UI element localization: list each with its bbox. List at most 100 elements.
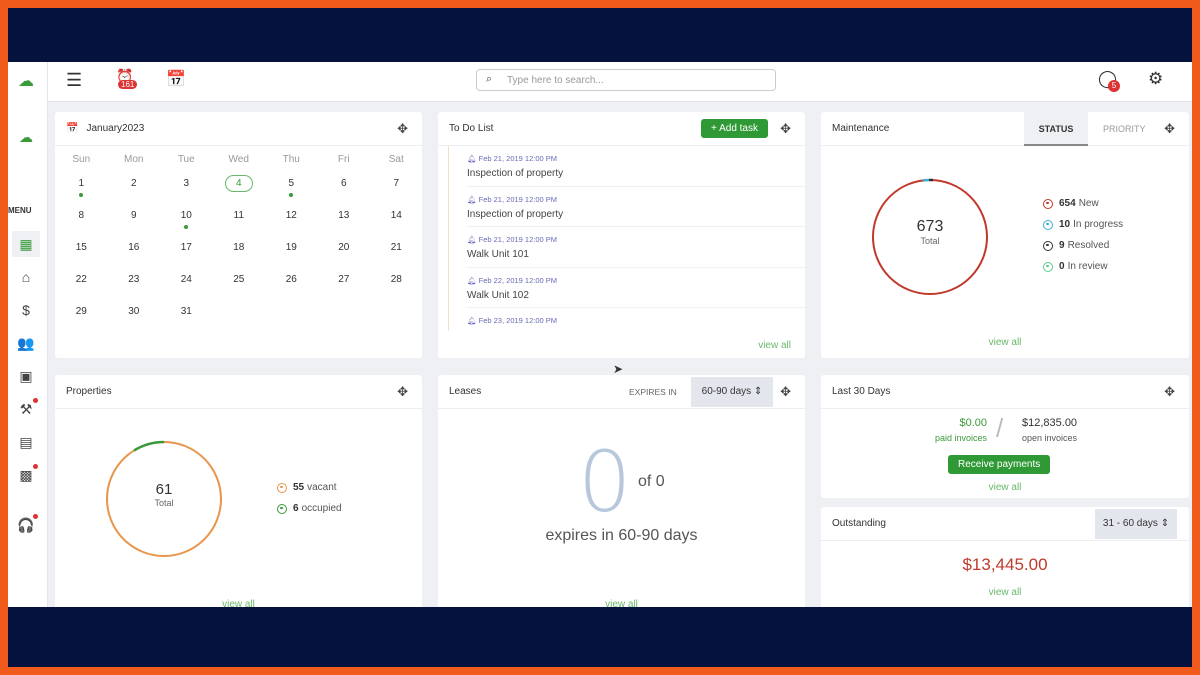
calendar-day[interactable]: 18 [233,242,245,253]
sidebar-item-home[interactable]: ⌂ [21,269,31,285]
todo-item-title: Inspection of property [467,208,564,220]
event-dot [184,225,189,229]
calendar-day[interactable]: 1 [55,176,108,208]
calendar-day[interactable]: 16 [128,242,140,253]
tab-status[interactable]: STATUS [1024,112,1088,146]
move-icon[interactable]: ✥ [780,121,791,136]
outstanding-range-select[interactable]: 31 - 60 days ⇕ [1095,509,1177,539]
sidebar-item-documents[interactable]: ▤ [19,433,33,450]
maintenance-view-all-link[interactable]: view all [988,337,1022,348]
todo-item[interactable]: 🔔︎ Feb 21, 2019 12:00 PM Inspection of pr… [467,146,805,187]
todo-item[interactable]: 🔔︎ Feb 23, 2019 12:00 PM [467,308,805,331]
calendar-day[interactable]: 12 [285,210,297,221]
calendar-small-icon: 📅 [66,123,79,134]
properties-view-all-link[interactable]: view all [222,599,255,607]
todo-view-all-link[interactable]: view all [758,340,791,351]
todo-item[interactable]: 🔔︎ Feb 21, 2019 12:00 PM Walk Unit 101 [467,227,805,268]
legend-item: 654 New [1043,198,1123,209]
calendar-icon[interactable]: 📅 [166,71,186,88]
todo-item-date: Feb 21, 2019 12:00 PM [478,154,558,163]
sidebar-item-payments[interactable]: $ [22,302,30,318]
divider-slash: / [996,413,1004,443]
search-input[interactable]: ⌕ Type here to search... [476,69,776,91]
calendar-day[interactable]: 26 [285,274,297,285]
move-icon[interactable]: ✥ [1164,121,1175,136]
calendar-day[interactable]: 29 [75,306,87,317]
last30-title: Last 30 Days [832,386,891,397]
outstanding-title: Outstanding [832,518,886,529]
calendar-day[interactable]: 31 [180,306,192,317]
chat-notification-icon[interactable]: ◯ 5 [1098,69,1120,92]
calendar-day[interactable]: 9 [130,210,137,221]
todo-card: To Do List + Add task ✥ 🔔︎ Feb 21, 2019 … [438,112,805,358]
sidebar-item-maintenance[interactable]: ⚒ [12,396,40,422]
maintenance-total: 673 [916,218,944,235]
todo-item-date: Feb 23, 2019 12:00 PM [478,316,558,325]
calendar-day[interactable]: 27 [338,274,350,285]
sidebar-item-people[interactable]: 👥 [17,334,35,351]
outstanding-view-all-link[interactable]: view all [988,587,1022,598]
todo-item[interactable]: 🔔︎ Feb 21, 2019 12:00 PM Inspection of pr… [467,187,805,227]
calendar-day[interactable]: 7 [393,178,400,189]
add-task-button[interactable]: + Add task [701,119,768,138]
last30-view-all-link[interactable]: view all [988,482,1022,493]
alarm-icon[interactable]: ⏰ 161 [116,68,138,89]
calendar-day[interactable]: 28 [390,274,402,285]
leases-range-select[interactable]: 60-90 days ⇕ [691,377,773,407]
calendar-day[interactable]: 22 [75,274,87,285]
calendar-day[interactable]: 23 [128,274,140,285]
calendar-day[interactable]: 8 [78,210,85,221]
calendar-day[interactable]: 11 [233,210,244,221]
calendar-day[interactable]: 2 [130,178,137,189]
legend-item: 9 Resolved [1043,240,1123,251]
leases-view-all-link[interactable]: view all [605,599,638,607]
calendar-day[interactable]: 21 [390,242,402,253]
tab-priority[interactable]: PRIORITY [1103,124,1146,134]
calendar-day[interactable]: 25 [233,274,245,285]
calendar-day[interactable]: 14 [390,210,402,221]
sidebar-item-leases[interactable]: ▩ [12,462,40,488]
properties-legend: 55 vacant 6 occupied [277,482,342,524]
calendar-day[interactable]: 3 [183,178,190,189]
calendar-day[interactable]: 19 [285,242,297,253]
sidebar-item-dashboard[interactable]: ▦ [12,231,40,257]
legend-label: In review [1067,261,1108,272]
legend-count: 9 [1059,240,1065,251]
bell-icon: 🔔︎ [467,316,477,325]
calendar-day[interactable]: 17 [180,242,192,253]
notification-badge: 5 [1108,80,1120,92]
move-icon[interactable]: ✥ [397,121,408,136]
legend-count: 10 [1059,219,1071,230]
move-icon[interactable]: ✥ [1164,384,1175,399]
receive-payments-button[interactable]: Receive payments [948,455,1051,474]
calendar-day[interactable]: 13 [338,210,350,221]
open-label: open invoices [1022,433,1078,443]
move-icon[interactable]: ✥ [397,384,408,399]
calendar-day[interactable]: 4 [213,175,266,208]
cloud-logo-icon[interactable]: ☁ [18,73,34,90]
calendar-day[interactable]: 30 [128,306,140,317]
gear-icon[interactable]: ⚙ [1148,69,1164,88]
calendar-day[interactable]: 5 [265,176,318,208]
legend-count: 654 [1059,198,1076,209]
sidebar: ☁ ☁ MENU ▦ ⌂ $ 👥 ▣ ⚒ ▤ ▩ 🎧 [8,62,48,607]
leases-card: Leases EXPIRES IN 60-90 days ⇕ ✥ 0 of 0 … [438,375,805,607]
legend-marker-icon [1043,219,1053,230]
weekday-label: Sat [388,154,404,165]
calendar-day[interactable]: 15 [75,242,87,253]
sidebar-item-reports[interactable]: ▣ [19,367,33,384]
legend-label: Resolved [1067,240,1110,251]
sidebar-item-support[interactable]: 🎧 [12,512,40,538]
calendar-day[interactable]: 24 [180,274,192,285]
calendar-day[interactable]: 6 [340,178,347,189]
maintenance-legend: 654 New 10 In progress 9 Resolved 0 In review [1043,198,1123,282]
brand-logo-icon: ☁ [19,128,33,145]
legend-marker-icon [1043,240,1053,251]
move-icon[interactable]: ✥ [780,384,791,399]
calendar-day[interactable]: 20 [338,242,350,253]
topbar: ☰ ⏰ 161 📅 ⌕ Type here to search... ◯ 5 ⚙ [48,62,1192,102]
legend-label: In progress [1073,219,1124,230]
calendar-day[interactable]: 10 [160,208,213,240]
hamburger-menu-icon[interactable]: ☰ [66,70,83,90]
todo-item[interactable]: 🔔︎ Feb 22, 2019 12:00 PM Walk Unit 102 [467,268,805,308]
